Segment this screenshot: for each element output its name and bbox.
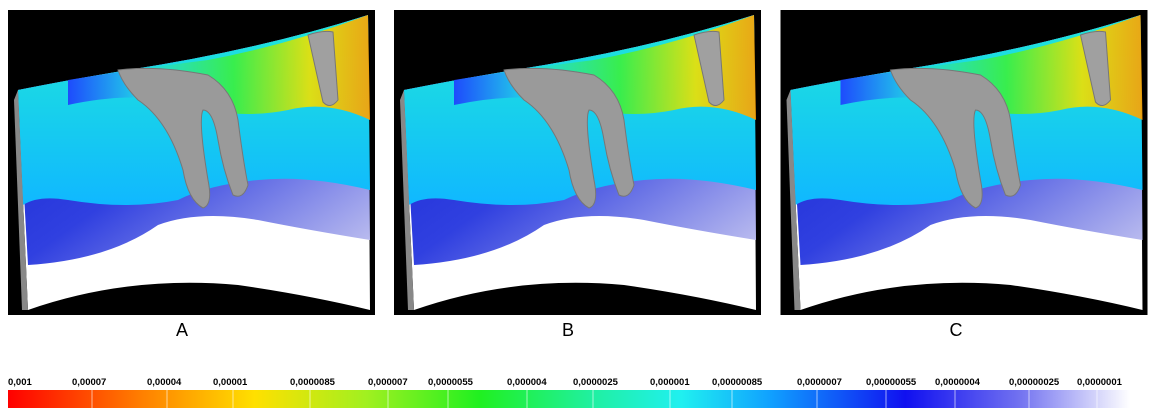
panel-label: B [562,320,574,340]
scale-label: 0,0000085 [290,377,336,388]
panel-label: A [176,320,188,340]
figure: A B C 0,001 0,00007 0,00004 0,00001 0,000008… [0,0,1157,408]
scale-label: 0,00000025 [1009,377,1060,388]
scale-label: 0,0000007 [797,377,842,388]
scale-label: 0,0000025 [573,377,619,388]
panel-image [8,10,375,315]
scale-label: 0,000007 [368,377,408,388]
color-scale [8,390,1130,408]
scale-label: 0,00001 [213,377,248,388]
scale-label: 0,001 [8,377,32,388]
scale-label: 0,00000085 [712,377,763,388]
scale-label: 0,0000001 [1077,377,1123,388]
scale-label: 0,00007 [72,377,106,388]
panel-label: C [950,320,963,340]
panel-image [781,10,1148,315]
panel-image [394,10,761,315]
scale-labels: 0,001 0,00007 0,00004 0,00001 0,0000085 0,000… [8,377,1123,388]
scale-label: 0,000001 [650,377,690,388]
scale-label: 0,00004 [147,377,182,388]
scale-label: 0,00000055 [866,377,917,388]
scale-label: 0,0000004 [935,377,981,388]
scale-label: 0,0000055 [428,377,474,388]
scale-label: 0,000004 [507,377,547,388]
